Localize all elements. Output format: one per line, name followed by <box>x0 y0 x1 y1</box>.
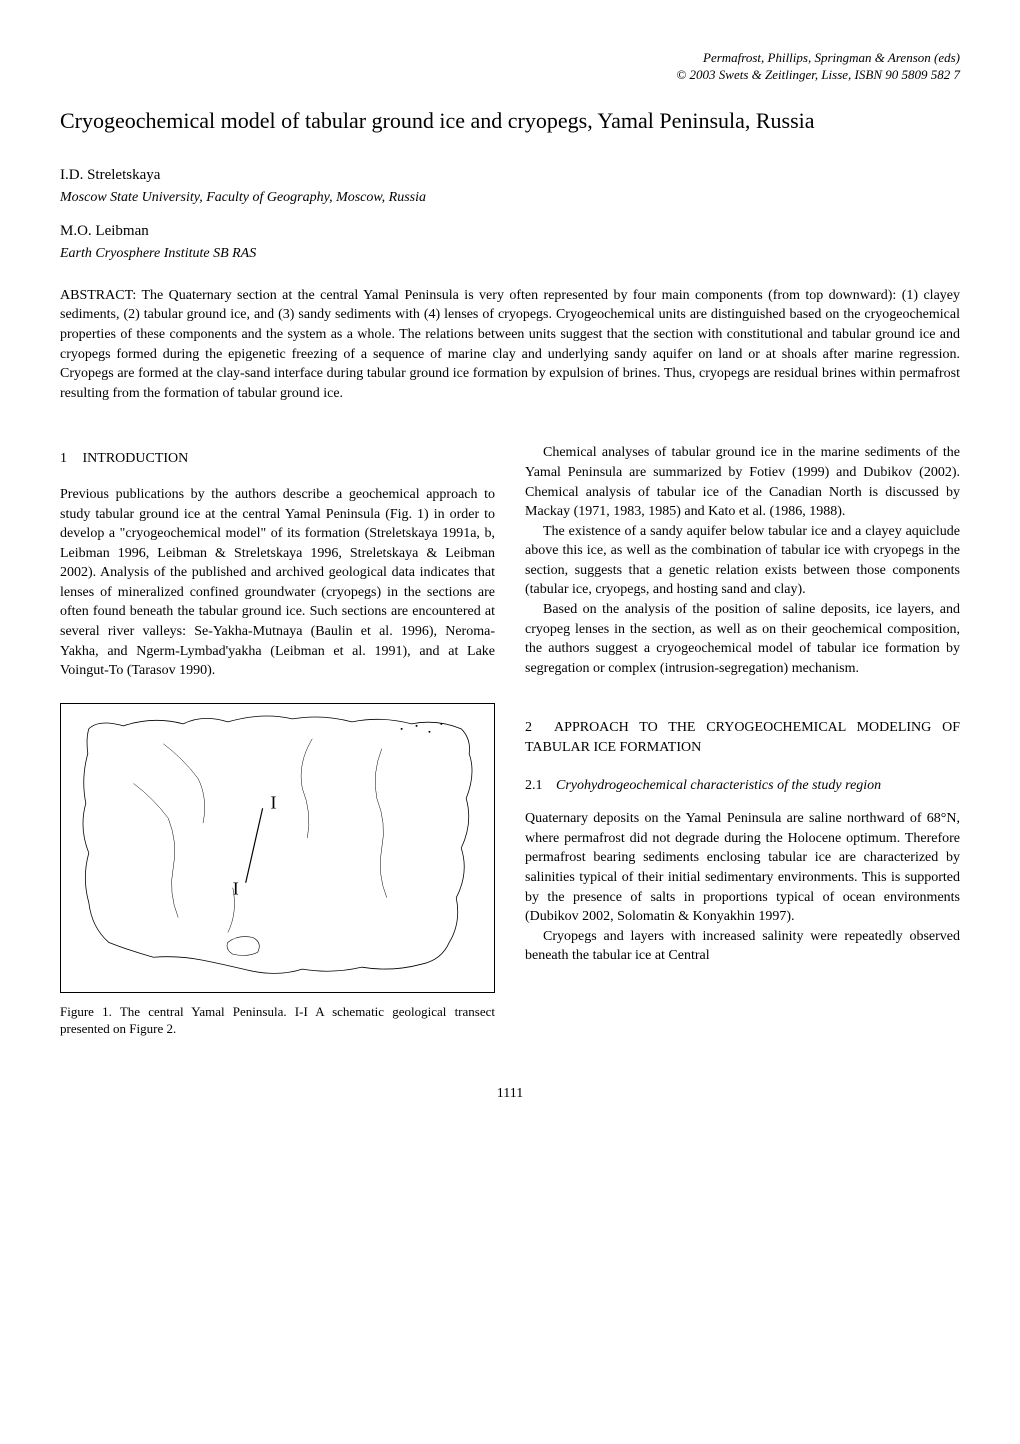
figure-1: I I Figure 1. The central Yamal Peninsul… <box>60 703 495 1038</box>
map-svg: I I <box>61 704 494 992</box>
river-4 <box>134 783 179 917</box>
page-number: 1111 <box>60 1084 960 1104</box>
section-2-num: 2 <box>525 718 532 738</box>
abstract-block: ABSTRACT: The Quaternary section at the … <box>60 286 960 404</box>
author-affiliation-1: Moscow State University, Faculty of Geog… <box>60 188 960 208</box>
left-column: 1 INTRODUCTION Previous publications by … <box>60 443 495 1054</box>
publication-header: Permafrost, Phillips, Springman & Arenso… <box>60 50 960 84</box>
author-name-1: I.D. Streletskaya <box>60 165 960 186</box>
paper-title: Cryogeochemical model of tabular ground … <box>60 106 960 137</box>
right-intro-para-3: Based on the analysis of the position of… <box>525 600 960 678</box>
author-affiliation-2: Earth Cryosphere Institute SB RAS <box>60 244 960 264</box>
header-line-2: © 2003 Swets & Zeitlinger, Lisse, ISBN 9… <box>676 67 960 82</box>
sub21-para-1: Quaternary deposits on the Yamal Peninsu… <box>525 809 960 927</box>
abstract-text: The Quaternary section at the central Ya… <box>60 288 960 401</box>
two-column-layout: 1 INTRODUCTION Previous publications by … <box>60 443 960 1054</box>
right-intro-para-2: The existence of a sandy aquifer below t… <box>525 522 960 600</box>
abstract-label: ABSTRACT: <box>60 288 136 303</box>
river-1 <box>163 744 204 823</box>
right-column: Chemical analyses of tabular ground ice … <box>525 443 960 1054</box>
author-block-2: M.O. Leibman Earth Cryosphere Institute … <box>60 221 960 264</box>
map-dot <box>428 731 430 733</box>
right-intro-para-1: Chemical analyses of tabular ground ice … <box>525 443 960 521</box>
map-dot <box>416 725 418 727</box>
figure-1-caption: Figure 1. The central Yamal Peninsula. I… <box>60 1003 495 1038</box>
sub21-para-2: Cryopegs and layers with increased salin… <box>525 927 960 966</box>
intro-paragraph-1: Previous publications by the authors des… <box>60 485 495 681</box>
section-1-heading: 1 INTRODUCTION <box>60 449 495 469</box>
author-block-1: I.D. Streletskaya Moscow State Universit… <box>60 165 960 208</box>
subsection-21-num: 2.1 <box>525 776 543 796</box>
header-line-1: Permafrost, Phillips, Springman & Arenso… <box>703 50 960 65</box>
section-1-num: 1 <box>60 449 67 469</box>
section-2-heading: 2 APPROACH TO THE CRYOGEOCHEMICAL MODELI… <box>525 718 960 757</box>
subsection-21-heading: 2.1 Cryohydrogeochemical characteristics… <box>525 776 960 796</box>
transect-line <box>246 808 263 882</box>
section-1-title: INTRODUCTION <box>83 451 189 466</box>
lake <box>227 936 259 955</box>
map-dot <box>440 723 442 725</box>
section-2-title: APPROACH TO THE CRYOGEOCHEMICAL MODELING… <box>525 720 960 755</box>
river-2 <box>301 739 312 838</box>
map-dot <box>401 728 403 730</box>
subsection-21-title: Cryohydrogeochemical characteristics of … <box>556 778 881 793</box>
coastline <box>83 716 472 973</box>
transect-label-bottom: I <box>233 879 239 899</box>
transect-label-top: I <box>271 792 277 812</box>
river-3 <box>375 749 387 898</box>
figure-1-map: I I <box>60 703 495 993</box>
author-name-2: M.O. Leibman <box>60 221 960 242</box>
